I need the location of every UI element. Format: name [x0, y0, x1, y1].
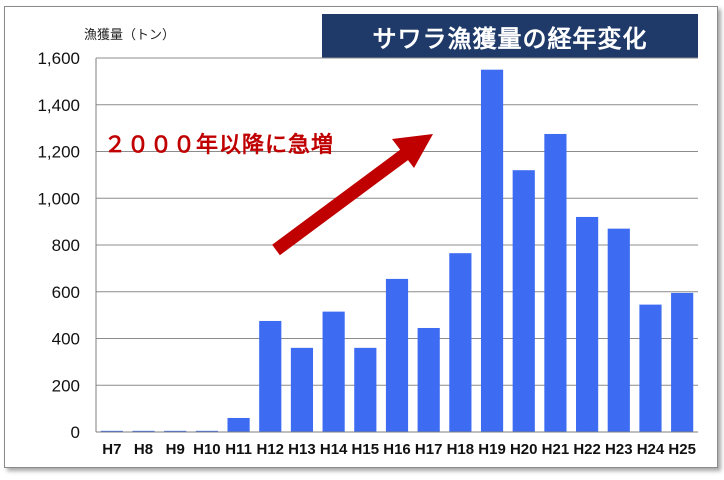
- x-tick-label: H24: [637, 441, 665, 458]
- y-tick-label: 1,400: [37, 96, 80, 115]
- x-tick-label: H13: [288, 441, 316, 458]
- x-tick-label: H14: [320, 441, 348, 458]
- x-tick-label: H15: [352, 441, 380, 458]
- bar-H8: [132, 430, 155, 432]
- x-tick-label: H8: [134, 441, 153, 458]
- x-tick-label: H12: [256, 441, 284, 458]
- chart-title: サワラ漁獲量の経年変化: [322, 14, 698, 58]
- y-axis-label: 漁獲量（トン）: [84, 28, 176, 43]
- bar-H25: [671, 292, 694, 432]
- bar-H10: [195, 430, 218, 432]
- x-tick-label: H7: [102, 441, 121, 458]
- x-tick-label: H25: [668, 441, 696, 458]
- x-tick-label: H9: [166, 441, 185, 458]
- y-tick-label: 400: [52, 330, 80, 349]
- bar-H20: [512, 170, 535, 432]
- bar-H11: [227, 417, 250, 432]
- bar-H13: [290, 347, 314, 432]
- bar-H9: [164, 430, 187, 432]
- bar-H17: [417, 327, 440, 432]
- x-tick-label: H21: [542, 441, 570, 458]
- bar-H7: [100, 430, 123, 432]
- x-tick-label: H16: [383, 441, 411, 458]
- y-tick-labels: 0 200 400 600 800 1,000 1,200 1,400 1,600: [37, 49, 80, 442]
- bar-H19: [480, 69, 504, 432]
- y-tick-label: 1,000: [37, 189, 80, 208]
- y-tick-label: 800: [52, 236, 80, 255]
- bar-H12: [259, 320, 282, 432]
- bars: [100, 69, 694, 432]
- bar-H24: [639, 304, 662, 432]
- x-tick-label: H20: [510, 441, 538, 458]
- bar-H23: [607, 228, 630, 432]
- annotation-text: ２０００年以降に急増: [104, 133, 335, 158]
- y-tick-label: 0: [71, 423, 80, 442]
- bar-H21: [544, 133, 567, 432]
- bar-H16: [385, 278, 409, 432]
- bar-H18: [449, 253, 472, 432]
- y-tick-label: 1,600: [37, 49, 80, 68]
- x-tick-labels: H7 H8 H9 H10 H11 H12 H13 H14 H15 H16 H17 H18 H19 H20 H…: [102, 441, 696, 458]
- bar-H15: [354, 347, 377, 432]
- x-tick-label: H10: [193, 441, 221, 458]
- arrow-head: [392, 134, 433, 168]
- trend-arrow: [272, 134, 433, 256]
- bar-H22: [576, 216, 599, 432]
- x-tick-label: H17: [415, 441, 443, 458]
- x-tick-label: H22: [573, 441, 601, 458]
- y-tick-label: 600: [52, 283, 80, 302]
- x-tick-label: H19: [478, 441, 506, 458]
- bar-H14: [322, 311, 345, 432]
- x-tick-label: H23: [605, 441, 633, 458]
- x-tick-label: H18: [447, 441, 475, 458]
- arrow-shaft: [272, 146, 412, 256]
- x-tick-label: H11: [225, 441, 252, 458]
- y-tick-label: 200: [52, 376, 80, 395]
- y-tick-label: 1,200: [37, 143, 80, 162]
